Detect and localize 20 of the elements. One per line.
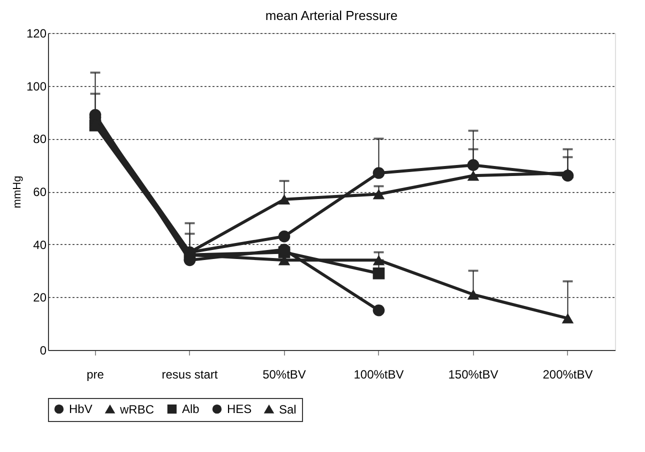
y-tick-label: 20 [33, 290, 47, 305]
y-tick-label: 100 [26, 79, 47, 94]
legend-label: wRBC [119, 402, 154, 416]
y-tick-label: 0 [40, 344, 47, 358]
x-tick-label: 50%tBV [262, 368, 306, 382]
legend-label: Sal [279, 402, 296, 416]
legend-label: HES [227, 402, 252, 416]
x-tick-label: pre [86, 368, 104, 382]
y-tick-label: 40 [33, 238, 47, 252]
y-tick-label: 80 [33, 132, 47, 146]
x-tick-label: 150%tBV [448, 368, 498, 382]
legend-label: HbV [69, 402, 92, 416]
y-axis-title: mmHg [11, 176, 24, 208]
chart-title: mean Arterial Pressure [265, 8, 398, 23]
y-tick-label: 60 [33, 185, 47, 199]
y-tick-label: 120 [26, 26, 47, 40]
x-tick-label: 200%tBV [542, 368, 593, 382]
legend-label: Alb [182, 402, 200, 416]
x-tick-label: 100%tBV [354, 368, 404, 382]
x-tick-label: resus start [162, 368, 218, 382]
